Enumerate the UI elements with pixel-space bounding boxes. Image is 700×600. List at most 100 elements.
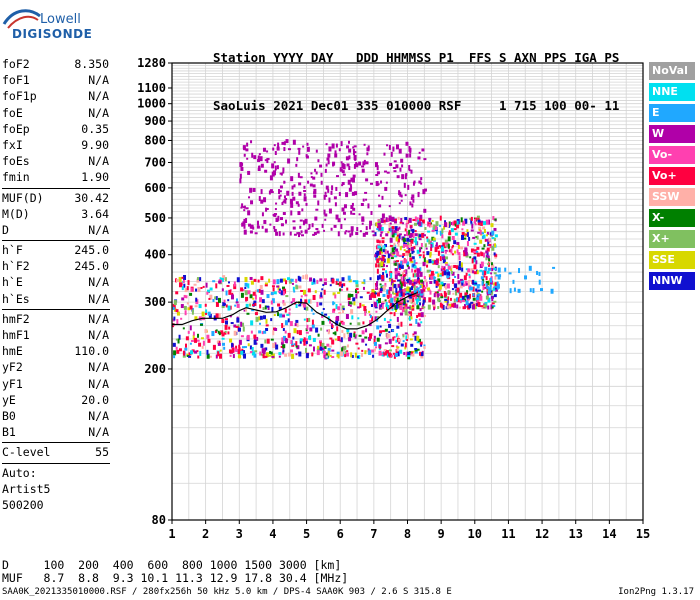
- echo-point: [485, 219, 489, 225]
- echo-point: [466, 290, 469, 295]
- echo-point: [323, 289, 326, 295]
- echo-point: [292, 298, 296, 303]
- echo-point: [381, 274, 385, 279]
- echo-point: [463, 275, 467, 281]
- echo-point: [192, 331, 195, 336]
- echo-point: [249, 303, 252, 307]
- echo-point: [332, 161, 336, 166]
- y-tick-label: 1280: [137, 56, 166, 70]
- echo-point: [518, 268, 521, 274]
- y-tick-label: 500: [144, 211, 166, 225]
- echo-point: [450, 228, 454, 233]
- param-value: N/A: [88, 311, 109, 326]
- echo-point: [412, 283, 416, 287]
- echo-point: [426, 269, 430, 273]
- echo-point: [304, 274, 308, 280]
- echo-point: [262, 315, 266, 320]
- echo-point: [342, 173, 346, 176]
- echo-point: [458, 306, 461, 309]
- echo-point: [446, 305, 450, 309]
- echo-point: [282, 200, 285, 203]
- echo-point: [288, 352, 292, 357]
- echo-point: [451, 271, 455, 276]
- echo-point: [313, 232, 317, 236]
- echo-point: [218, 332, 221, 336]
- echo-point: [422, 234, 426, 237]
- echo-point: [374, 162, 378, 168]
- echo-point: [404, 346, 407, 350]
- echo-point: [409, 201, 412, 206]
- echo-point: [357, 306, 361, 309]
- echo-point: [311, 324, 315, 329]
- echo-point: [260, 199, 264, 204]
- echo-point: [437, 297, 441, 302]
- echo-point: [460, 217, 463, 223]
- echo-point: [386, 289, 390, 295]
- echo-point: [393, 296, 397, 299]
- echo-point: [309, 327, 313, 332]
- echo-point: [284, 320, 288, 326]
- echo-point: [271, 163, 275, 169]
- polarization-legend: NoVal NNE E W Vo- Vo+ SSW X- X+ SSE NNW: [649, 62, 695, 293]
- echo-point: [487, 241, 490, 247]
- echo-point: [209, 294, 213, 300]
- echo-point: [419, 285, 422, 289]
- echo-point: [308, 344, 312, 347]
- echo-point: [401, 174, 405, 180]
- echo-point: [331, 143, 335, 149]
- echo-point: [226, 284, 230, 287]
- echo-point: [354, 288, 357, 293]
- echo-point: [392, 146, 395, 152]
- echo-point: [347, 140, 350, 144]
- echo-point: [419, 214, 423, 219]
- echo-point: [314, 290, 317, 294]
- echo-point: [435, 229, 438, 235]
- echo-point: [225, 320, 228, 325]
- echo-point: [240, 321, 243, 327]
- echo-point: [394, 268, 398, 274]
- echo-point: [409, 153, 412, 158]
- echo-point: [355, 232, 359, 236]
- echo-point: [184, 288, 188, 293]
- echo-point: [399, 349, 403, 354]
- echo-point: [395, 248, 399, 252]
- echo-point: [233, 284, 237, 290]
- echo-point: [463, 251, 467, 257]
- param-value: N/A: [88, 328, 109, 342]
- echo-point: [214, 296, 217, 300]
- echo-point: [443, 283, 447, 287]
- echo-point: [508, 272, 512, 275]
- echo-point: [416, 341, 420, 344]
- echo-point: [435, 285, 438, 288]
- echo-point: [249, 230, 253, 234]
- echo-point: [379, 291, 383, 294]
- echo-point: [364, 350, 367, 355]
- echo-point: [383, 263, 386, 267]
- echo-point: [332, 308, 336, 313]
- echo-point: [442, 267, 445, 270]
- echo-point: [422, 299, 425, 305]
- echo-point: [415, 286, 418, 289]
- param-name: B1: [2, 425, 16, 440]
- echo-point: [278, 352, 282, 356]
- echo-point: [400, 245, 404, 248]
- echo-point: [391, 247, 395, 253]
- echo-point: [513, 287, 516, 292]
- echo-point: [408, 351, 412, 356]
- echo-point: [377, 219, 380, 223]
- echo-point: [400, 199, 403, 202]
- echo-point: [229, 354, 232, 357]
- echo-point: [196, 350, 199, 353]
- echo-point: [409, 225, 413, 229]
- echo-point: [334, 202, 337, 207]
- echo-point: [481, 270, 484, 276]
- echo-point: [489, 232, 492, 236]
- echo-point: [388, 331, 391, 334]
- echo-point: [381, 277, 385, 282]
- echo-point: [424, 226, 427, 230]
- echo-point: [478, 226, 482, 230]
- echo-point: [212, 298, 215, 302]
- echo-point: [446, 275, 450, 279]
- echo-point: [396, 260, 400, 263]
- echo-point: [414, 269, 417, 273]
